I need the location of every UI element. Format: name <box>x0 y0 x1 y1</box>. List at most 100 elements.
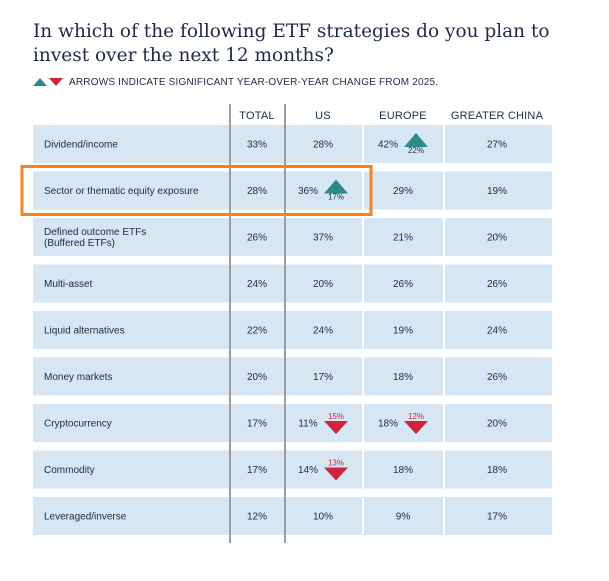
row-cell-bg <box>364 125 443 163</box>
row-cell-bg <box>231 404 284 442</box>
cell-value: 42% <box>378 140 398 151</box>
legend: ARROWS INDICATE SIGNIFICANT YEAR-OVER-YE… <box>33 76 438 88</box>
row-label: Sector or thematic equity exposure <box>44 186 199 197</box>
row-cell-bg <box>445 311 552 349</box>
row-cell-bg <box>445 171 552 210</box>
cell-value: 21% <box>393 233 413 244</box>
down-arrow-icon <box>324 421 348 434</box>
row-cell-bg <box>445 218 552 256</box>
column-header: TOTAL <box>239 110 274 122</box>
cell-value: 33% <box>247 140 267 151</box>
row-label-bg <box>33 450 229 489</box>
down-arrow-icon <box>324 467 348 481</box>
row-label-bg <box>33 497 229 535</box>
row-cell-bg <box>286 171 362 210</box>
row-cell-bg <box>286 311 362 349</box>
row-cell-bg <box>445 450 552 489</box>
row-cell-bg <box>364 264 443 303</box>
cell-value: 36% <box>298 186 318 197</box>
cell-value: 17% <box>247 465 267 476</box>
row-label: Dividend/income <box>44 140 118 151</box>
legend-note: ARROWS INDICATE SIGNIFICANT YEAR-OVER-YE… <box>69 76 439 88</box>
row-label-bg <box>33 218 229 256</box>
cell-value: 18% <box>393 465 413 476</box>
row-cell-bg <box>445 125 552 163</box>
change-label: 17% <box>328 193 344 202</box>
cell-value: 9% <box>396 512 411 523</box>
change-label: 13% <box>328 459 344 468</box>
row-label: Leveraged/inverse <box>44 512 127 523</box>
row-cell-bg <box>364 218 443 256</box>
row-cell-bg <box>231 171 284 210</box>
row-cell-bg <box>231 497 284 535</box>
cell-value: 14% <box>298 465 318 476</box>
cell-value: 12% <box>247 512 267 523</box>
cell-value: 11% <box>298 419 317 430</box>
cell-value: 18% <box>487 465 507 476</box>
row-label: Liquid alternatives <box>44 326 125 337</box>
cell-value: 28% <box>313 140 333 151</box>
cell-value: 29% <box>393 186 413 197</box>
cell-value: 22% <box>247 326 267 337</box>
row-cell-bg <box>231 450 284 489</box>
row-cell-bg <box>364 497 443 535</box>
row-cell-bg <box>231 357 284 396</box>
cell-value: 26% <box>487 279 507 290</box>
cell-value: 26% <box>487 372 507 383</box>
row-cell-bg <box>286 450 362 489</box>
row-cell-bg <box>364 171 443 210</box>
row-cell-bg <box>445 404 552 442</box>
highlight-box <box>20 165 373 216</box>
row-cell-bg <box>286 404 362 442</box>
row-cell-bg <box>364 357 443 396</box>
row-label-bg <box>33 357 229 396</box>
row-cell-bg <box>286 357 362 396</box>
row-label: Cryptocurrency <box>44 419 112 430</box>
row-cell-bg <box>231 218 284 256</box>
row-cell-bg <box>364 311 443 349</box>
row-label: (Buffered ETFs) <box>44 238 115 249</box>
row-label-bg <box>33 125 229 163</box>
row-cell-bg <box>364 450 443 489</box>
row-cell-bg <box>286 497 362 535</box>
row-cell-bg <box>286 218 362 256</box>
row-label-bg <box>33 404 229 442</box>
cell-value: 17% <box>487 512 507 523</box>
cell-value: 17% <box>247 419 267 430</box>
row-label: Money markets <box>44 372 112 383</box>
change-label: 15% <box>328 412 344 421</box>
column-header: GREATER CHINA <box>451 110 544 122</box>
row-cell-bg <box>286 264 362 303</box>
chart-title: In which of the following ETF strategies… <box>33 21 550 66</box>
up-arrow-icon <box>404 133 428 147</box>
cell-value: 26% <box>393 279 413 290</box>
cell-value: 27% <box>487 140 507 151</box>
cell-value: 37% <box>313 233 333 244</box>
cell-value: 20% <box>487 233 507 244</box>
up-arrow-icon <box>324 179 348 194</box>
row-label: Defined outcome ETFs <box>44 227 146 238</box>
change-label: 12% <box>408 412 424 421</box>
row-label-bg <box>33 264 229 303</box>
row-label: Multi-asset <box>44 279 93 290</box>
up-down-arrows-icon <box>33 78 63 86</box>
cell-value: 19% <box>393 326 413 337</box>
cell-value: 20% <box>247 372 267 383</box>
column-header: US <box>315 110 331 122</box>
row-cell-bg <box>231 264 284 303</box>
row-label-bg <box>33 311 229 349</box>
row-cell-bg <box>445 497 552 535</box>
row-cell-bg <box>231 311 284 349</box>
cell-value: 18% <box>378 419 398 430</box>
cell-value: 18% <box>393 372 413 383</box>
cell-value: 26% <box>247 233 267 244</box>
down-arrow-icon <box>404 421 428 434</box>
row-cell-bg <box>445 264 552 303</box>
cell-value: 19% <box>487 186 507 197</box>
cell-value: 24% <box>313 326 333 337</box>
row-cell-bg <box>445 357 552 396</box>
cell-value: 17% <box>313 372 333 383</box>
cell-value: 24% <box>487 326 507 337</box>
cell-value: 24% <box>247 279 267 290</box>
